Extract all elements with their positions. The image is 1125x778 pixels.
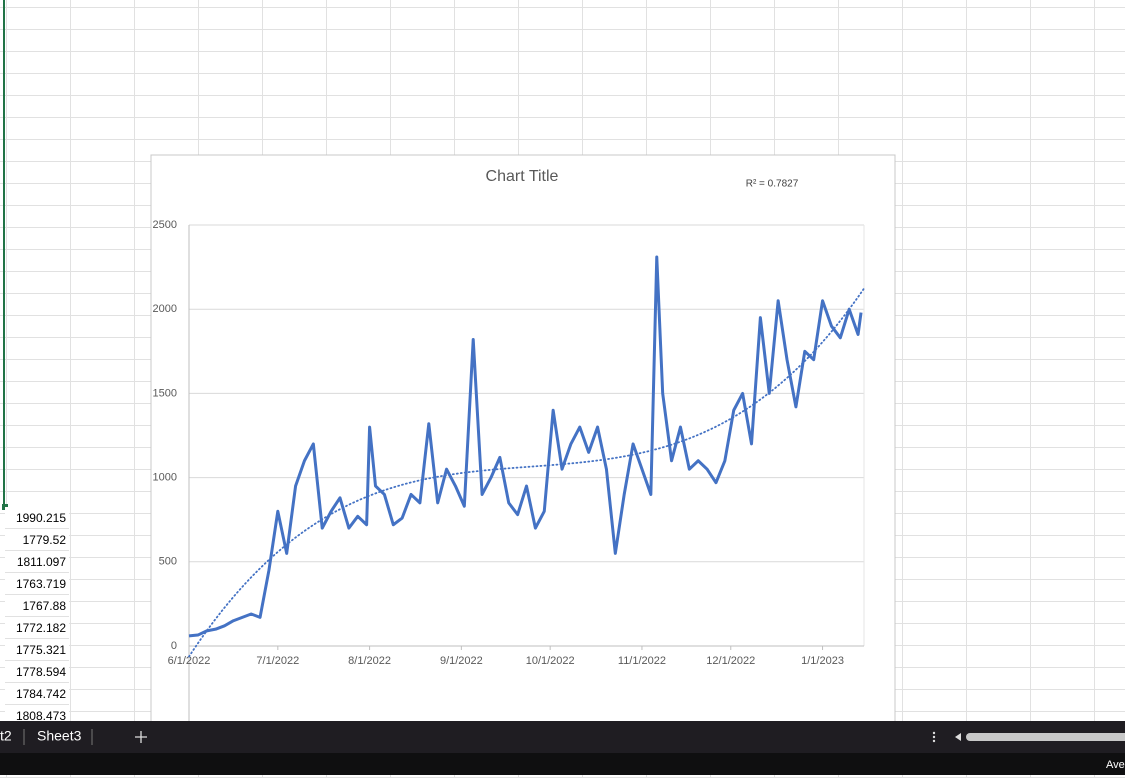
status-graphics: Ave	[1106, 759, 1125, 771]
y-tick-label: 0	[171, 640, 177, 652]
cell[interactable]: 1772.182	[5, 617, 69, 639]
status-bar: Ave	[0, 753, 1125, 775]
cell[interactable]: 1784.742	[5, 683, 69, 705]
x-tick-label: 12/1/2022	[706, 655, 755, 667]
cell[interactable]: 1775.321	[5, 639, 69, 661]
y-tick-label: 1500	[153, 387, 177, 399]
sheet-tab[interactable]: Sheet3	[37, 728, 82, 744]
sheet-tab[interactable]: t2	[0, 728, 12, 744]
cell[interactable]: 1990.215	[5, 507, 69, 529]
sheet-tab-bar: t2 Sheet3	[0, 721, 1125, 753]
tab-bar-graphics: t2 Sheet3	[0, 728, 1125, 745]
x-tick-label: 11/1/2022	[618, 655, 666, 667]
cell[interactable]: 1767.88	[5, 595, 69, 617]
y-tick-label: 500	[159, 556, 177, 568]
chart-area[interactable]	[150, 154, 896, 736]
x-tick-label: 6/1/2022	[168, 655, 211, 667]
y-tick-label: 2500	[153, 219, 177, 231]
x-tick-label: 8/1/2022	[348, 655, 391, 667]
x-tick-label: 9/1/2022	[440, 655, 483, 667]
scroll-left[interactable]	[955, 733, 961, 741]
cell[interactable]: 1778.594	[5, 661, 69, 683]
y-tick-label: 2000	[153, 303, 177, 315]
add-sheet-button[interactable]	[135, 731, 147, 743]
cell[interactable]: 1811.097	[5, 551, 69, 573]
y-tick-label: 1000	[153, 472, 177, 484]
trendline-label: R² = 0.7827	[746, 179, 799, 190]
x-tick-label: 7/1/2022	[256, 655, 299, 667]
trendline	[188, 287, 865, 658]
cell-column: 1990.215 1779.52 1811.097 1763.719 1767.88 17…	[5, 507, 69, 727]
cell[interactable]: 1763.719	[5, 573, 69, 595]
cell[interactable]: 1779.52	[5, 529, 69, 551]
x-tick-label: 10/1/2022	[526, 655, 575, 667]
selection-border	[3, 0, 5, 507]
more-button[interactable]	[932, 731, 936, 743]
data-line	[188, 255, 863, 638]
x-tick-label: 1/1/2023	[801, 655, 844, 667]
scrollbar-thumb[interactable]	[966, 733, 1125, 741]
status-average: Ave	[1106, 759, 1125, 771]
chart-title: Chart Title	[486, 168, 559, 185]
